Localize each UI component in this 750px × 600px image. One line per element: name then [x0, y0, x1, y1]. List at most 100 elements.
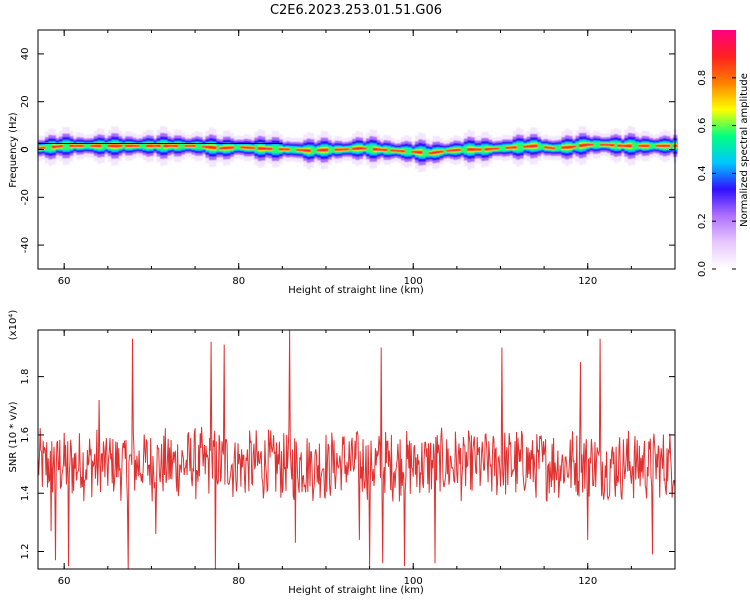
heatmap-cell [401, 150, 405, 152]
heatmap-cell [268, 148, 273, 150]
y-tick-label: 20 [20, 95, 31, 108]
heatmap-cell [202, 146, 206, 148]
heatmap-cell [170, 145, 175, 147]
heatmap-cell [414, 151, 419, 154]
heatmap-cell [589, 144, 594, 146]
y-tick-label: 1.6 [20, 427, 31, 443]
heatmap-cell [523, 145, 528, 148]
colorbar-tick-label: 0.8 [697, 70, 708, 86]
heatmap-cell [289, 147, 294, 152]
heatmap-cell [142, 142, 147, 149]
heatmap-cell [191, 145, 196, 147]
colorbar: 0.0 0.2 0.4 0.6 0.8 Normalized spectral ampl… [697, 30, 750, 277]
heatmap-cell [146, 145, 151, 147]
y-tick-label: 1.2 [20, 544, 31, 560]
heatmap-cell [376, 148, 381, 151]
heatmap-cell [188, 145, 192, 147]
heatmap-cell [659, 145, 664, 147]
heatmap-cell [530, 145, 535, 148]
heatmap-cell [610, 144, 615, 147]
heatmap-cell [603, 144, 608, 146]
heatmap-cell [620, 145, 625, 147]
x-tick-label: 80 [232, 276, 245, 287]
heatmap-cell [278, 148, 283, 151]
heatmap-cell [432, 151, 437, 154]
colorbar-tick-label: 0.2 [697, 213, 708, 229]
heatmap-cell [498, 145, 503, 151]
heatmap-cell [139, 143, 144, 149]
heatmap-cell [652, 143, 657, 149]
x-tick-label: 120 [578, 276, 597, 287]
heatmap-cell [226, 146, 231, 149]
heatmap-cell [65, 141, 70, 150]
heatmap-cell [257, 147, 262, 150]
heatmap-cell [132, 145, 137, 147]
heatmap-cell [467, 148, 472, 151]
heatmap-cell [359, 147, 364, 150]
heatmap-cell [352, 147, 357, 150]
heatmap-cell [261, 147, 266, 150]
heatmap-cell [275, 145, 280, 154]
heatmap-cell [282, 148, 287, 150]
colorbar-tick-label: 0.6 [697, 118, 708, 134]
colorbar-tick-label: 0.0 [697, 261, 708, 277]
figure-title: C2E6.2023.253.01.51.G06 [270, 3, 442, 18]
heatmap-cell [125, 145, 130, 147]
heatmap-cell [160, 141, 165, 151]
heatmap-cell [69, 145, 74, 147]
heatmap-cell [324, 148, 329, 151]
heatmap-cell [216, 144, 220, 152]
heatmap-cell [502, 145, 507, 151]
heatmap-cell [114, 144, 119, 147]
heatmap-cell [582, 144, 587, 147]
y-tick-label: 0 [20, 146, 31, 152]
heatmap-cell [505, 147, 510, 149]
heatmap-cell [72, 145, 77, 147]
x-tick-label: 100 [404, 276, 423, 287]
heatmap-cell [655, 145, 660, 147]
heatmap-cell [250, 147, 255, 149]
heatmap-cell [551, 147, 555, 149]
heatmap-cell [320, 149, 325, 152]
spectrogram-x-axis-label: Height of straight line (km) [288, 285, 424, 296]
heatmap-cell [394, 150, 398, 152]
heatmap-cell [51, 145, 56, 148]
heatmap-cell [484, 148, 489, 151]
heatmap-cell [243, 146, 248, 149]
heatmap-cell [407, 148, 412, 155]
heatmap-cell [411, 151, 416, 153]
heatmap-cell [491, 148, 496, 150]
heatmap-cell [121, 143, 126, 149]
heatmap-cell [156, 145, 161, 147]
heatmap-cell [627, 144, 632, 147]
heatmap-cell [435, 151, 440, 153]
heatmap-cell [617, 144, 622, 147]
heatmap-cell [331, 147, 336, 153]
heatmap-cell [100, 142, 105, 150]
heatmap-cell [184, 145, 189, 147]
heatmap-cell [449, 149, 454, 152]
heatmap-cell [477, 148, 482, 151]
heatmap-cell [317, 149, 322, 152]
heatmap-cell [512, 146, 517, 149]
heatmap-cell [247, 147, 252, 149]
heatmap-cell [641, 145, 646, 147]
heatmap-cell [135, 145, 140, 147]
heatmap-cell [306, 149, 311, 152]
x-tick-label: 120 [578, 576, 597, 587]
heatmap-cell [446, 150, 451, 152]
heatmap-cell [624, 145, 629, 147]
heatmap-cell [79, 145, 84, 147]
heatmap-cell [41, 147, 46, 149]
colorbar-ticks: 0.0 0.2 0.4 0.6 0.8 [697, 70, 736, 277]
heatmap-cell [264, 148, 269, 150]
heatmap-cell [62, 141, 67, 150]
spectrogram-y-axis-label: Frequency (Hz) [8, 112, 19, 188]
x-tick-label: 80 [232, 576, 245, 587]
heatmap-cell [229, 146, 234, 149]
y-tick-label: -40 [20, 237, 31, 253]
snr-plot-frame [37, 329, 676, 570]
x-tick-label: 60 [58, 276, 71, 287]
heatmap-cell [303, 149, 308, 152]
